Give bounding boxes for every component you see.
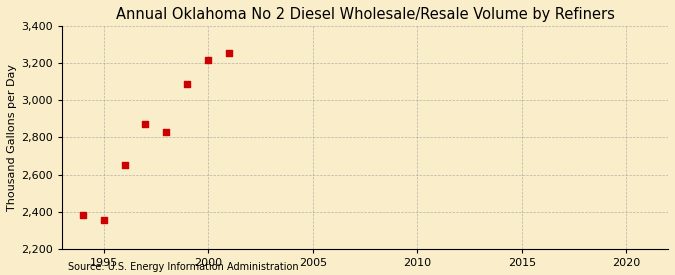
Point [140,122,151,127]
Point [161,130,172,134]
Point [99,218,109,222]
Point [119,163,130,167]
Point [223,51,234,55]
Point [182,81,192,86]
Y-axis label: Thousand Gallons per Day: Thousand Gallons per Day [7,64,17,211]
Title: Annual Oklahoma No 2 Diesel Wholesale/Resale Volume by Refiners: Annual Oklahoma No 2 Diesel Wholesale/Re… [115,7,614,22]
Point [78,212,88,217]
Text: Source: U.S. Energy Information Administration: Source: U.S. Energy Information Administ… [68,262,298,272]
Point [202,58,213,62]
